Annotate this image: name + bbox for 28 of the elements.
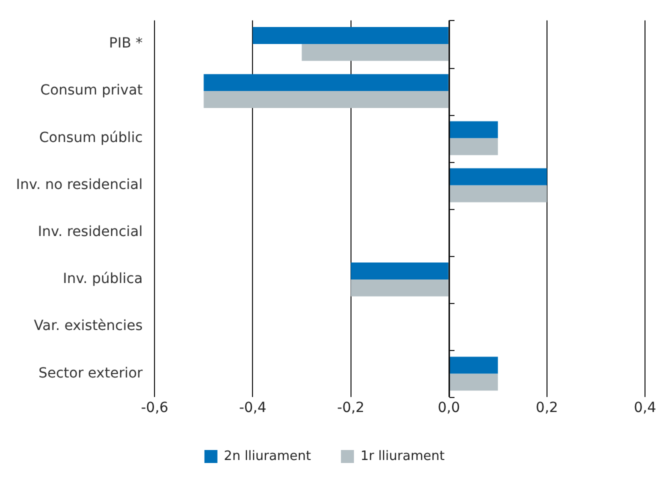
- bar: [350, 262, 448, 280]
- x-tick-label: 0,4: [634, 400, 656, 416]
- y-tick-label: PIB *: [109, 36, 143, 52]
- bar: [449, 138, 498, 156]
- y-tick-label: Var. existències: [34, 318, 143, 334]
- bar: [302, 44, 448, 61]
- x-tick-label: -0,6: [141, 400, 168, 416]
- y-tick-label: Inv. residencial: [38, 224, 143, 240]
- y-tick-label: Inv. no residencial: [16, 176, 143, 193]
- x-tick-label: 0,2: [536, 400, 558, 416]
- legend-label: 2n lliurament: [224, 448, 311, 464]
- y-tick-label: Sector exterior: [38, 365, 143, 382]
- y-tick-label: Consum privat: [40, 82, 144, 99]
- y-tick-label: Consum públic: [39, 130, 143, 146]
- x-tick-label: -0,4: [239, 400, 266, 416]
- bar: [449, 168, 547, 186]
- bar: [449, 356, 498, 374]
- y-tick-label: Inv. pública: [62, 271, 143, 288]
- legend-label: 1r lliurament: [360, 448, 445, 464]
- bar: [449, 121, 498, 138]
- x-tick-label: -0,2: [337, 400, 364, 416]
- bar: [252, 26, 448, 44]
- x-tick-label: 0,0: [438, 400, 460, 416]
- bar: [204, 74, 448, 92]
- bar: [449, 185, 547, 202]
- bar: [449, 374, 498, 391]
- bar: [204, 91, 448, 108]
- bar: [350, 279, 448, 296]
